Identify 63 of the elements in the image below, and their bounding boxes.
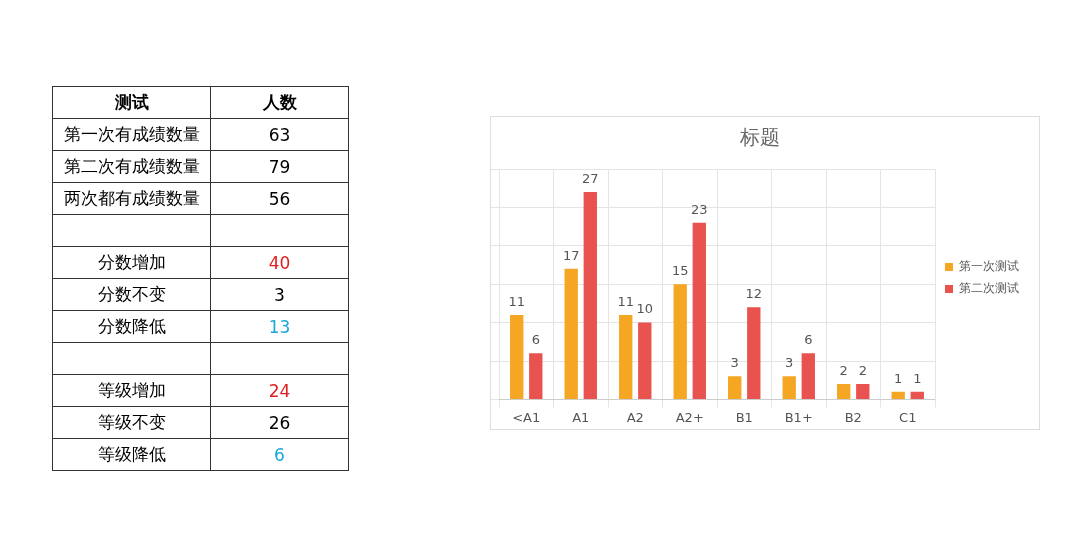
x-tick-label: B1+ (784, 409, 813, 425)
bar (619, 314, 633, 399)
bar (801, 353, 815, 399)
data-label: 26 (210, 406, 349, 439)
data-label: 3 (785, 355, 794, 371)
x-tick-label: B1 (735, 409, 753, 425)
data-label: 11 (508, 293, 525, 309)
category-label: 第二次有成绩数量 (52, 150, 211, 183)
data-label: 17 (562, 247, 580, 263)
data-label: 6 (804, 332, 813, 348)
data-label: 3 (210, 278, 349, 311)
data-label: 2 (858, 362, 867, 378)
category-label: 第一次有成绩数量 (52, 118, 211, 151)
data-label: 1 (894, 370, 903, 386)
data-label: 56 (210, 182, 349, 215)
bar (747, 307, 761, 399)
x-tick-label: B2 (844, 409, 862, 425)
data-label: 27 (582, 170, 599, 186)
data-label: 79 (210, 150, 349, 183)
data-label: 24 (210, 374, 349, 407)
data-label: 23 (691, 201, 708, 217)
data-label: 63 (210, 118, 349, 151)
bar (564, 268, 578, 399)
data-label: 2 (839, 362, 848, 378)
data-label: 10 (636, 301, 654, 317)
bar (638, 322, 652, 399)
category-label: 等级降低 (52, 438, 211, 471)
x-tick-label: <A1 (512, 409, 541, 425)
bar (910, 391, 924, 399)
category-label: 分数降低 (52, 310, 211, 343)
x-tick-label: A2 (626, 409, 644, 425)
data-label: 1 (913, 370, 922, 386)
bar (728, 376, 742, 399)
text: 测试 (52, 86, 211, 119)
data-label: 6 (210, 438, 349, 471)
category-label: 分数不变 (52, 278, 211, 311)
x-tick-label: A1 (572, 409, 590, 425)
data-label: 11 (617, 293, 634, 309)
bar (782, 376, 796, 399)
bar (891, 391, 905, 399)
bar (510, 314, 524, 399)
category-label: 分数增加 (52, 246, 211, 279)
x-tick-label: A2+ (675, 409, 704, 425)
bar (837, 384, 851, 399)
bar (529, 353, 543, 399)
bar (673, 284, 687, 399)
category-label: 等级不变 (52, 406, 211, 439)
data-label: 40 (210, 246, 349, 279)
x-tick-label: C1 (899, 409, 917, 425)
category-label: 等级增加 (52, 374, 211, 407)
bar (692, 222, 706, 399)
category-label: 两次都有成绩数量 (52, 182, 211, 215)
data-label: 3 (730, 355, 739, 371)
data-label: 12 (745, 286, 763, 302)
legend-label: 第二次测试 (959, 281, 1019, 296)
text: 人数 (210, 86, 349, 119)
bar (583, 192, 597, 399)
chart-title: 标题 (739, 125, 780, 150)
data-label: 15 (671, 263, 689, 279)
bar (856, 384, 870, 399)
legend-label: 第一次测试 (959, 259, 1019, 274)
data-label: 13 (210, 310, 349, 343)
data-label: 6 (531, 332, 540, 348)
